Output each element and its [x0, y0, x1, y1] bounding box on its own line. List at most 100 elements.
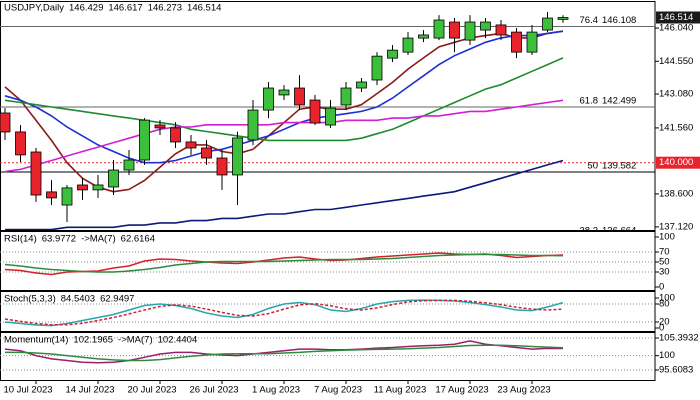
panel-frame	[0, 231, 656, 291]
candle-body	[511, 31, 522, 53]
indicator-line	[4, 299, 564, 327]
candle-body	[371, 55, 383, 81]
indicator-label: 146.429	[69, 3, 103, 14]
fib-price: 146.108	[602, 15, 636, 26]
candle-body	[495, 24, 507, 36]
indicator-label: 63.9772	[42, 234, 76, 245]
indicator-line	[4, 340, 564, 364]
candle-body	[278, 89, 290, 96]
indicator-label: 146.273	[148, 3, 182, 14]
candle-body	[387, 49, 398, 59]
panel-frame	[0, 291, 656, 332]
candle-body	[170, 127, 181, 143]
fib-ratio: 76.4	[580, 15, 599, 26]
y-tick-label: 137.120	[659, 221, 693, 232]
indicator-label: 146.514	[187, 3, 221, 14]
candle-body	[216, 157, 228, 176]
candle-body	[356, 81, 367, 89]
candle-body	[247, 109, 259, 141]
candle-body	[61, 187, 73, 206]
y-tick-label: 70	[659, 247, 670, 258]
candle-body	[340, 87, 352, 106]
y-tick-label: 138.600	[659, 188, 693, 199]
candle-body	[418, 34, 429, 39]
x-tick-label: 17 Aug 2023	[435, 385, 488, 396]
panel-frame	[0, 332, 656, 381]
y-tick-label: 143.080	[659, 89, 693, 100]
moving-average	[5, 159, 564, 230]
current-price-bg	[656, 11, 700, 24]
candle-body	[526, 31, 538, 53]
candle-body	[309, 99, 321, 124]
plot-area	[0, 251, 655, 276]
moving-average	[4, 30, 564, 164]
fib-ratio: 38.2	[580, 226, 599, 237]
moving-average	[4, 57, 564, 142]
candle-body	[433, 19, 445, 39]
y-tick-label: 80	[659, 299, 670, 310]
y-tick-label: 100	[659, 350, 675, 361]
fib-ratio: 61.8	[580, 96, 599, 107]
candle-body	[77, 184, 88, 191]
candle-body	[154, 124, 166, 129]
indicator-label: 146.617	[108, 3, 142, 14]
y-tick-label: 0	[659, 282, 664, 293]
candle-body	[0, 112, 11, 133]
candle-body	[542, 17, 553, 31]
y-tick-label: 0	[659, 323, 664, 334]
candle-body	[92, 184, 104, 191]
y-tick-label: 20	[659, 317, 670, 328]
indicator-label: 84.5403	[61, 294, 95, 305]
y-tick-label: 144.550	[659, 56, 693, 67]
candle-body	[185, 141, 197, 149]
candle-body	[123, 159, 135, 171]
candle-body	[402, 37, 414, 53]
indicator-label: 62.9497	[100, 294, 134, 305]
y-tick-label: 105.3932	[659, 333, 699, 344]
y-tick-label: 141.560	[659, 122, 693, 133]
fib-price: 142.499	[602, 96, 636, 107]
indicator-label: 102.1965	[73, 335, 113, 346]
indicator-line	[4, 299, 564, 326]
fib-price: 139.582	[602, 161, 636, 172]
indicator-label: Stoch(5,3,3)	[4, 294, 56, 305]
y-tick-label: 50	[659, 257, 670, 268]
candle-body	[325, 107, 336, 126]
y-tick-label: 30	[659, 267, 670, 278]
fib-price: 136.664	[602, 226, 636, 237]
x-tick-label: 14 Jul 2023	[65, 385, 114, 396]
plot-area	[0, 337, 655, 371]
candle-body	[201, 147, 212, 159]
candle-body	[46, 191, 57, 199]
candle-body	[139, 119, 150, 161]
y-tick-label: 146.040	[659, 23, 693, 34]
indicator-label: USDJPY,Daily	[4, 3, 64, 14]
price-line-label: 140.000	[659, 157, 693, 168]
indicator-label: RSI(14)	[4, 234, 37, 245]
candle-body	[294, 87, 305, 106]
y-tick-label: 95.6083	[659, 365, 693, 376]
x-tick-label: 1 Aug 2023	[252, 385, 300, 396]
y-tick-label: 100	[659, 293, 675, 304]
indicator-label: ->MA(7)	[81, 234, 116, 245]
x-tick-label: 11 Aug 2023	[374, 385, 427, 396]
indicator-line	[4, 253, 564, 273]
current-price-label: 146.514	[659, 12, 693, 23]
indicator-label: Momentum(14)	[4, 335, 68, 346]
candle-body	[480, 21, 491, 31]
moving-average	[4, 99, 564, 173]
candle-body	[15, 131, 26, 156]
fib-ratio: 50	[587, 161, 598, 172]
price-line-label-bg	[656, 156, 700, 169]
indicator-line	[5, 344, 564, 362]
x-tick-label: 23 Aug 2023	[497, 385, 550, 396]
plot-area: 76.4 146.108 61.8 142.499 50 139.582 38.2 136.6…	[0, 12, 655, 237]
candle-body	[557, 17, 569, 20]
x-tick-label: 10 Jul 2023	[3, 385, 52, 396]
indicator-label: 62.6164	[121, 234, 155, 245]
candle-body	[30, 151, 42, 196]
y-tick-label: 100	[659, 232, 675, 243]
candle-body	[464, 21, 476, 41]
x-tick-label: 7 Aug 2023	[314, 385, 362, 396]
